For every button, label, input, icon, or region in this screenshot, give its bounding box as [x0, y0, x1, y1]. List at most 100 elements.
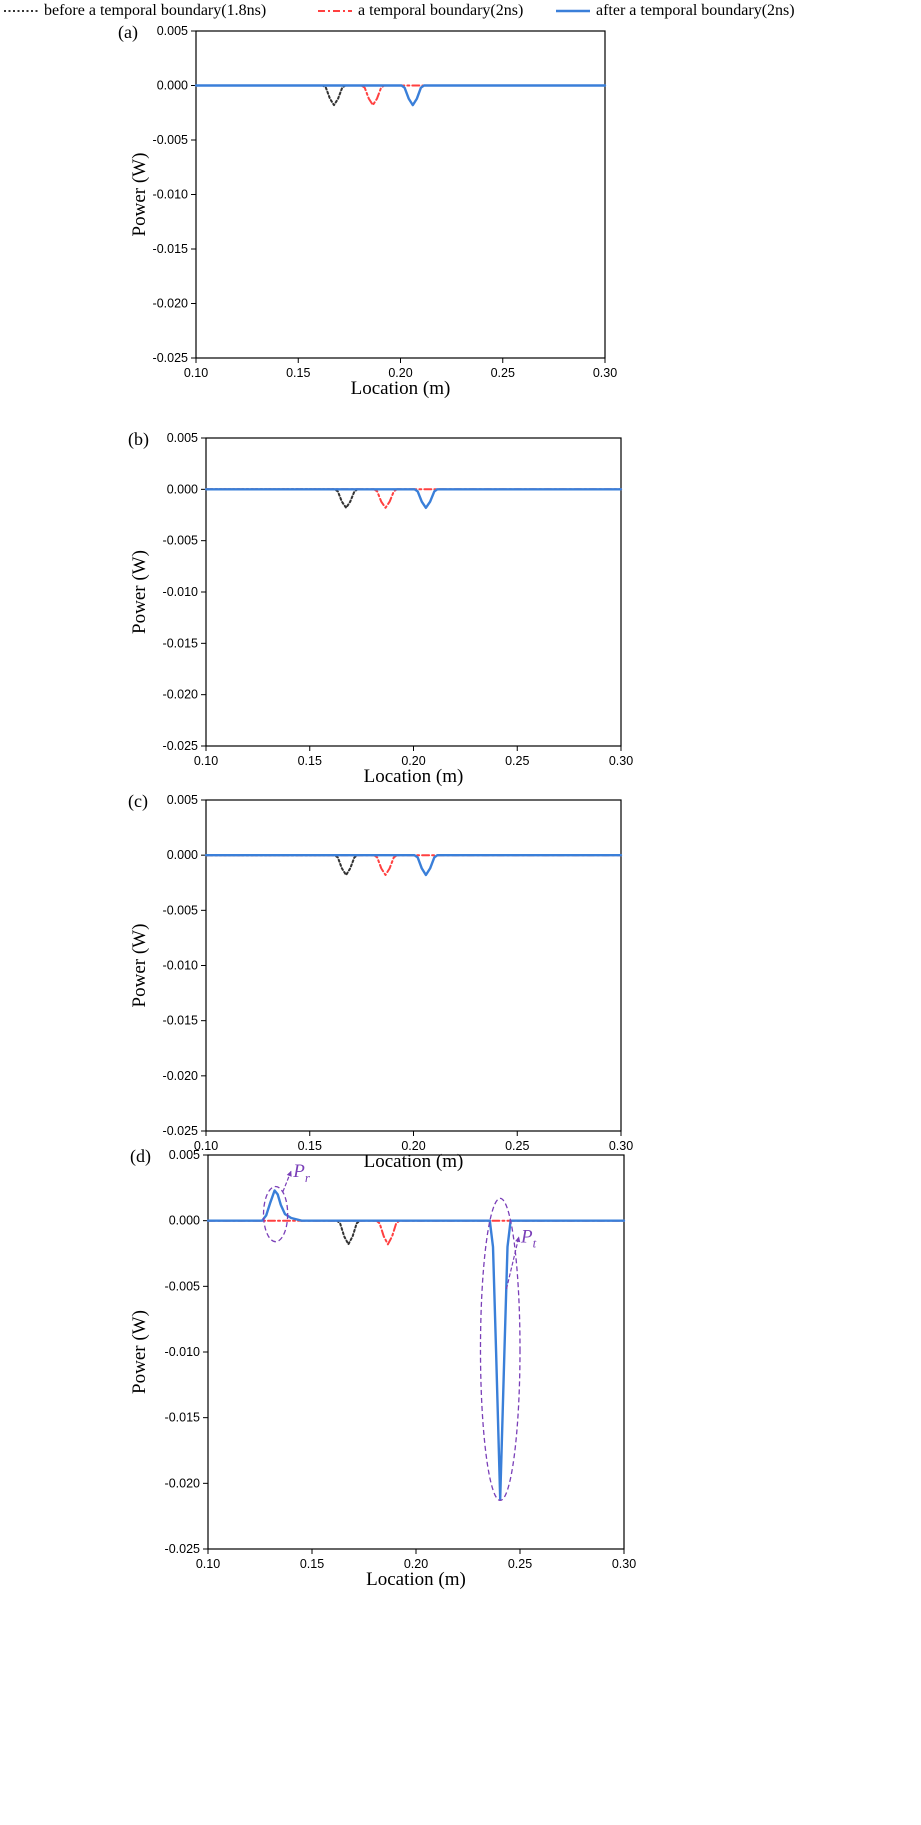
x-tick-label: 0.15 — [298, 754, 322, 768]
y-tick-label: 0.000 — [157, 79, 188, 93]
x-tick-label: 0.10 — [196, 1557, 220, 1571]
annotation-label: Pr — [292, 1161, 311, 1185]
series-line-dotted — [195, 84, 347, 107]
x-tick-label: 0.15 — [286, 366, 310, 380]
series-line-dotted — [336, 1219, 361, 1246]
x-tick-label: 0.10 — [194, 754, 218, 768]
x-tick-label: 0.30 — [609, 1139, 633, 1153]
y-tick-label: -0.025 — [163, 739, 198, 753]
y-tick-label: -0.005 — [153, 133, 188, 147]
y-tick-label: -0.005 — [163, 903, 198, 917]
legend-swatch-solid — [556, 9, 590, 13]
y-tick-label: -0.020 — [163, 1069, 198, 1083]
y-tick-label: -0.025 — [163, 1124, 198, 1138]
x-tick-label: 0.20 — [401, 754, 425, 768]
x-axis-title: Location (m) — [351, 378, 451, 399]
x-tick-label: 0.10 — [194, 1139, 218, 1153]
y-tick-label: -0.015 — [163, 636, 198, 650]
y-tick-label: -0.010 — [153, 188, 188, 202]
x-tick-label: 0.25 — [505, 754, 529, 768]
x-tick-label: 0.20 — [404, 1557, 428, 1571]
panel-label: (b) — [128, 429, 149, 450]
annotation-label: Pt — [520, 1226, 537, 1250]
panel-label: (a) — [118, 22, 138, 43]
series-line-dashdot — [205, 854, 622, 876]
annotation-arrow — [505, 1236, 520, 1290]
series-line-solid — [204, 854, 623, 877]
y-tick-label: -0.015 — [153, 242, 188, 256]
chart-panel-3: 0.005 0.000 -0.005 -0.010 -0.015 -0.020 -0.025… — [129, 1146, 636, 1590]
y-tick-label: -0.015 — [165, 1411, 200, 1425]
plot-frame — [205, 437, 622, 747]
x-axis-title: Location (m) — [364, 766, 464, 787]
series-line-solid — [206, 1189, 626, 1501]
plot-frame — [207, 1154, 625, 1550]
x-tick-label: 0.20 — [401, 1139, 425, 1153]
x-tick-label: 0.30 — [593, 366, 617, 380]
series-line-dashdot — [205, 488, 622, 509]
panel-label: (d) — [130, 1146, 151, 1167]
series-line-solid — [204, 488, 623, 509]
y-tick-label: 0.005 — [169, 1148, 200, 1162]
y-tick-label: -0.010 — [163, 959, 198, 973]
x-tick-label: 0.15 — [298, 1139, 322, 1153]
y-tick-label: -0.020 — [165, 1476, 200, 1490]
y-tick-label: -0.015 — [163, 1014, 198, 1028]
panel-label: (c) — [128, 791, 148, 812]
annotation-arrowhead — [286, 1170, 292, 1177]
x-axis-title: Location (m) — [366, 1569, 466, 1590]
y-tick-label: -0.020 — [163, 688, 198, 702]
y-tick-label: -0.005 — [165, 1279, 200, 1293]
x-tick-label: 0.25 — [505, 1139, 529, 1153]
x-tick-label: 0.30 — [612, 1557, 636, 1571]
legend-label-before: before a temporal boundary(1.8ns) — [44, 2, 267, 19]
annotation-subscript: r — [305, 1170, 311, 1185]
y-tick-label: 0.000 — [167, 482, 198, 496]
y-tick-label: -0.010 — [163, 585, 198, 599]
chart-panel-2: 0.005 0.000 -0.005 -0.010 -0.015 -0.020 -0.025… — [128, 791, 633, 1172]
y-tick-label: -0.010 — [165, 1345, 200, 1359]
x-tick-label: 0.30 — [609, 754, 633, 768]
y-tick-label: -0.005 — [163, 534, 198, 548]
legend-label-after: after a temporal boundary(2ns) — [596, 2, 795, 19]
x-tick-label: 0.25 — [491, 366, 515, 380]
y-tick-label: 0.000 — [167, 848, 198, 862]
y-axis-title: Power (W) — [129, 550, 150, 634]
legend: before a temporal boundary(1.8ns) a temp… — [0, 0, 921, 22]
y-tick-label: 0.005 — [167, 793, 198, 807]
annotation-ellipse — [479, 1197, 521, 1502]
y-axis-title: Power (W) — [129, 153, 150, 237]
plot-frame — [195, 30, 606, 359]
plot-frame — [205, 799, 622, 1132]
y-tick-label: -0.025 — [153, 351, 188, 365]
legend-item-boundary: a temporal boundary(2ns) — [318, 2, 523, 20]
x-tick-label: 0.20 — [388, 366, 412, 380]
series-line-dotted — [205, 488, 359, 509]
chart-panel-0: 0.005 0.000 -0.005 -0.010 -0.015 -0.020 -0.025… — [118, 22, 617, 399]
chart-panel-1: 0.005 0.000 -0.005 -0.010 -0.015 -0.020 -0.025… — [128, 429, 633, 787]
y-tick-label: 0.005 — [167, 431, 198, 445]
series-line-dashdot — [195, 84, 606, 107]
y-tick-label: -0.025 — [165, 1542, 200, 1556]
annotation-arrowhead — [515, 1236, 521, 1243]
series-line-dashdot — [207, 1219, 625, 1246]
legend-label-boundary: a temporal boundary(2ns) — [358, 2, 524, 19]
x-axis-title: Location (m) — [364, 1151, 464, 1172]
y-axis-title: Power (W) — [129, 1310, 150, 1394]
x-tick-label: 0.25 — [508, 1557, 532, 1571]
y-tick-label: 0.005 — [157, 24, 188, 38]
legend-swatch-dotted — [4, 10, 38, 12]
y-tick-label: -0.020 — [153, 297, 188, 311]
legend-item-after: after a temporal boundary(2ns) — [556, 2, 795, 20]
x-tick-label: 0.15 — [300, 1557, 324, 1571]
annotation-ellipse — [262, 1185, 289, 1243]
legend-swatch-dashdot — [318, 10, 352, 12]
annotation-subscript: t — [533, 1235, 537, 1250]
series-line-dotted — [205, 854, 359, 876]
x-tick-label: 0.10 — [184, 366, 208, 380]
y-tick-label: 0.000 — [169, 1214, 200, 1228]
legend-item-before: before a temporal boundary(1.8ns) — [4, 2, 266, 20]
y-axis-title: Power (W) — [129, 924, 150, 1008]
series-line-solid — [194, 84, 607, 107]
